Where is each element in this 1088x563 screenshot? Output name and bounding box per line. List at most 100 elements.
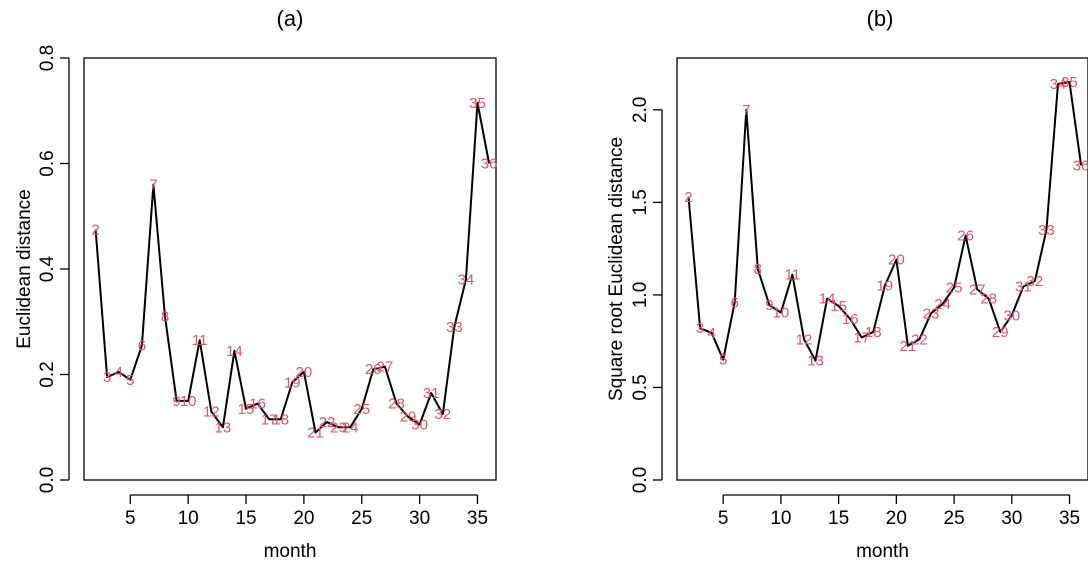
point-label: 33 <box>1038 222 1055 239</box>
point-label: 25 <box>946 280 963 297</box>
x-tick-label: 30 <box>409 508 430 529</box>
point-label: 21 <box>307 425 324 442</box>
x-tick-label: 25 <box>351 508 372 529</box>
point-label: 10 <box>180 393 197 410</box>
x-tick-label: 5 <box>718 508 729 529</box>
point-label: 25 <box>353 401 370 418</box>
point-label: 11 <box>192 332 208 349</box>
point-label: 29 <box>400 409 417 426</box>
y-tick-label: 2.0 <box>630 97 651 123</box>
series-line <box>94 101 491 434</box>
point-label: 36 <box>1073 157 1088 174</box>
x-axis: 5 10 15 20 25 30 35 month <box>125 494 488 562</box>
chart-panel-2: (b)5 10 15 20 25 30 35month0.00.51.01.52.0Squa… <box>606 6 1088 562</box>
y-tick-label: 0.5 <box>630 374 651 400</box>
series-line <box>687 81 1083 362</box>
x-tick-label: 35 <box>1059 508 1080 529</box>
point-label: 31 <box>1015 279 1032 296</box>
x-tick-label: 30 <box>1001 508 1022 529</box>
point-label: 26 <box>957 228 974 245</box>
point-label: 35 <box>1061 74 1078 91</box>
chart-panel-1: (a)5 10 15 20 25 30 35month0.00.20.40.60.8Eucl… <box>14 6 497 562</box>
point-label: 9 <box>172 393 180 410</box>
point-label: 11 <box>785 267 801 284</box>
x-tick-label: 10 <box>770 508 791 529</box>
point-label: 34 <box>458 272 475 289</box>
point-label: 2 <box>91 221 99 238</box>
point-label: 29 <box>992 324 1009 341</box>
x-axis-label: month <box>264 541 317 562</box>
point-label: 14 <box>819 291 836 308</box>
x-tick-label: 20 <box>293 508 314 529</box>
y-tick-label: 1.5 <box>630 189 651 215</box>
y-tick-label: 1.0 <box>630 282 651 308</box>
x-tick-label: 5 <box>125 508 136 529</box>
point-label: 24 <box>934 296 951 313</box>
point-label: 36 <box>481 156 498 173</box>
x-axis: 5 10 15 20 25 30 35 month <box>718 494 1080 562</box>
point-label: 27 <box>969 281 986 298</box>
point-label: 15 <box>830 298 847 315</box>
point-label: 16 <box>842 311 859 328</box>
point-label: 28 <box>980 291 997 308</box>
plot-frame <box>676 57 1088 481</box>
y-axis-label: Euclidean distance <box>14 189 35 349</box>
point-label: 14 <box>226 343 243 360</box>
point-label: 19 <box>284 374 301 391</box>
point-label: 6 <box>731 294 739 311</box>
point-label: 15 <box>238 401 255 418</box>
point-label: 7 <box>149 177 157 194</box>
y-tick-label: 0.0 <box>37 467 58 493</box>
chart-title: (a) <box>277 6 304 31</box>
point-label: 27 <box>377 359 394 376</box>
point-label: 13 <box>215 419 232 436</box>
plot-frame <box>83 57 497 481</box>
point-label: 2 <box>684 189 692 206</box>
point-label: 32 <box>434 406 451 423</box>
y-tick-label: 0.0 <box>630 467 651 493</box>
point-label: 4 <box>707 325 715 342</box>
point-label: 16 <box>249 396 266 413</box>
x-tick-label: 15 <box>235 508 256 529</box>
point-label: 4 <box>115 364 123 381</box>
point-label: 32 <box>1027 273 1044 290</box>
point-label: 8 <box>754 261 762 278</box>
x-tick-label: 20 <box>886 508 907 529</box>
y-axis-label: Square root Euclidean distance <box>606 137 627 401</box>
point-label: 5 <box>126 372 134 389</box>
point-label: 10 <box>773 304 790 321</box>
point-label: 9 <box>765 297 773 314</box>
chart-title: (b) <box>867 6 894 31</box>
point-label: 17 <box>853 329 870 346</box>
point-label: 26 <box>365 361 382 378</box>
point-label: 23 <box>923 305 940 322</box>
y-axis: 0.0 0.2 0.4 0.6 0.8 Euclidean distance <box>14 45 70 493</box>
x-tick-label: 35 <box>467 508 488 529</box>
y-tick-label: 0.4 <box>37 255 58 282</box>
point-label: 17 <box>261 411 278 428</box>
x-axis-label: month <box>856 541 909 562</box>
point-label: 12 <box>203 403 220 420</box>
point-label: 21 <box>900 338 917 355</box>
point-label: 30 <box>1003 307 1020 324</box>
point-label: 23 <box>330 419 347 436</box>
point-label: 24 <box>342 419 359 436</box>
x-tick-label: 15 <box>828 508 849 529</box>
point-label: 19 <box>876 278 893 295</box>
point-label: 28 <box>388 396 405 413</box>
point-label: 6 <box>138 337 146 354</box>
point-label: 5 <box>719 352 727 369</box>
x-tick-label: 10 <box>178 508 199 529</box>
point-label: 31 <box>423 385 440 402</box>
point-label: 22 <box>319 414 336 431</box>
point-label: 35 <box>469 95 486 112</box>
point-label: 3 <box>103 369 111 386</box>
point-label: 20 <box>888 252 905 269</box>
point-label: 33 <box>446 319 463 336</box>
point-label: 20 <box>296 364 313 381</box>
point-label: 18 <box>272 411 289 428</box>
y-tick-label: 0.8 <box>37 45 58 71</box>
